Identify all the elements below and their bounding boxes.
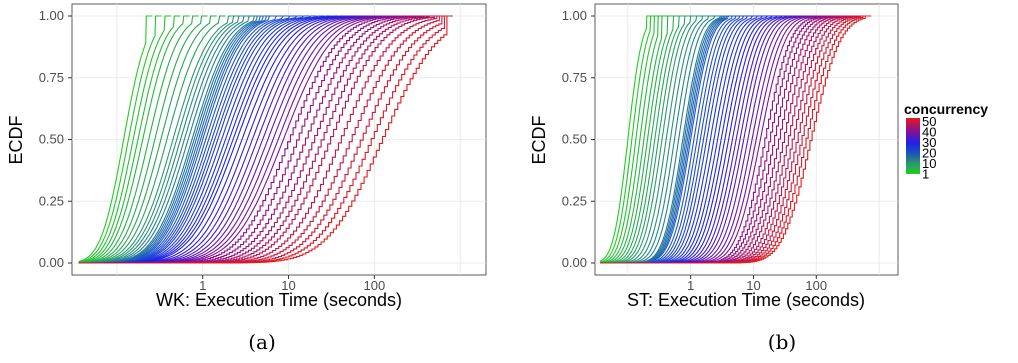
ecdf-lines-a — [78, 15, 453, 264]
legend-title: concurrency — [904, 101, 988, 117]
ecdf-line-concurrency-50 — [600, 15, 872, 264]
caption-a: (a) — [248, 330, 276, 354]
ecdf-line-concurrency-3 — [599, 15, 661, 264]
y-tick-label: 0.25 — [39, 193, 64, 208]
ecdf-line-concurrency-2 — [78, 15, 162, 263]
y-tick-label: 0.00 — [39, 255, 64, 270]
ecdf-line-concurrency-50 — [78, 15, 453, 264]
x-axis-title-b: ST: Execution Time (seconds) — [627, 290, 865, 310]
ecdf-line-concurrency-6 — [78, 15, 199, 264]
panel-a: 0.00 0.25 0.50 0.75 1.00 1 10 100 WK: Executio… — [6, 3, 487, 354]
ecdf-line-concurrency-5 — [78, 15, 190, 264]
legend-label-30: 30 — [922, 135, 936, 150]
ecdf-line-concurrency-4 — [78, 15, 181, 264]
ecdf-line-concurrency-3 — [78, 15, 171, 263]
legend-label-20: 20 — [922, 146, 936, 161]
x-tick-label: 100 — [363, 278, 385, 293]
ecdf-line-concurrency-4 — [600, 15, 665, 264]
y-tick-label: 0.25 — [562, 193, 587, 208]
x-tick-label: 10 — [281, 278, 295, 293]
y-tick-label: 0.00 — [562, 255, 587, 270]
y-tick-label: 0.50 — [39, 132, 64, 147]
x-axis-title-a: WK: Execution Time (seconds) — [156, 290, 402, 310]
y-tick-label: 0.75 — [39, 70, 64, 85]
ecdf-line-concurrency-2 — [599, 15, 657, 263]
gridlines-b — [595, 4, 898, 275]
y-tick-label: 0.75 — [562, 70, 587, 85]
y-tick-label: 1.00 — [39, 8, 64, 23]
legend-label-1: 1 — [922, 167, 929, 182]
legend-label-50: 50 — [922, 114, 936, 129]
legend-colorbar — [906, 118, 920, 174]
x-tick-label: 100 — [805, 278, 827, 293]
ecdf-lines-b — [599, 15, 872, 264]
legend-label-10: 10 — [922, 156, 936, 171]
x-tick-label: 1 — [687, 278, 694, 293]
y-axis-title-a: ECDF — [6, 115, 26, 164]
y-tick-label: 1.00 — [562, 8, 587, 23]
ecdf-line-concurrency-1 — [78, 15, 153, 262]
y-ticks-b: 0.00 0.25 0.50 0.75 1.00 — [562, 8, 595, 270]
ecdf-line-concurrency-8 — [78, 15, 217, 264]
y-tick-label: 0.50 — [562, 132, 587, 147]
y-axis-title-b: ECDF — [529, 115, 549, 164]
legend-label-40: 40 — [922, 125, 936, 140]
ecdf-line-concurrency-7 — [78, 15, 208, 264]
caption-b: (b) — [768, 330, 796, 354]
panel-b: 0.00 0.25 0.50 0.75 1.00 1 10 100 ST: Executio… — [529, 3, 899, 354]
x-tick-label: 10 — [746, 278, 760, 293]
x-ticks-a: 1 10 100 — [199, 275, 385, 293]
ecdf-line-concurrency-5 — [600, 15, 668, 264]
y-ticks-a: 0.00 0.25 0.50 0.75 1.00 — [39, 8, 72, 270]
ecdf-line-concurrency-1 — [599, 15, 653, 262]
x-ticks-b: 1 10 100 — [687, 275, 827, 293]
x-tick-label: 1 — [199, 278, 206, 293]
